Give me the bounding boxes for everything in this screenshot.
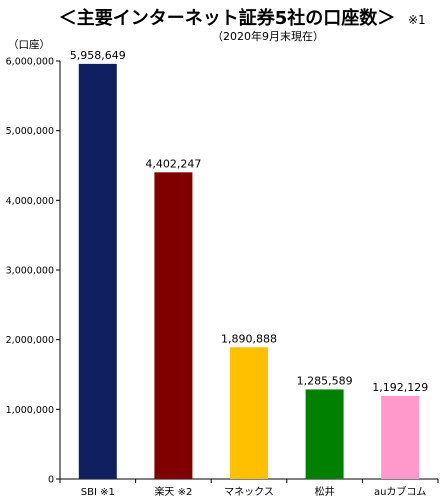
y-tick-label: 1,000,000 bbox=[6, 405, 54, 416]
chart-subtitle: （2020年9月末現在） bbox=[212, 29, 324, 43]
chart-title-note: ※1 bbox=[408, 13, 426, 27]
bar bbox=[154, 172, 193, 479]
bar bbox=[381, 395, 420, 479]
x-tick-label: 楽天 ※2 bbox=[154, 485, 192, 498]
y-axis-ticks: 0 1,000,000 2,000,000 3,000,000 4,000,000 5,0… bbox=[6, 57, 60, 486]
y-tick-label: 6,000,000 bbox=[6, 57, 54, 68]
data-label: 4,402,247 bbox=[145, 157, 201, 170]
y-tick-label: 4,000,000 bbox=[6, 196, 54, 207]
bars bbox=[78, 63, 420, 479]
x-tick-label: SBI ※1 bbox=[81, 487, 115, 498]
data-label: 1,285,589 bbox=[297, 374, 353, 387]
x-tick-label: auカブコム bbox=[374, 485, 426, 498]
bar bbox=[78, 63, 117, 479]
y-tick-label: 0 bbox=[48, 475, 54, 486]
x-axis-ticks: SBI ※1 楽天 ※2 マネックス 松井 auカブコム bbox=[59, 479, 439, 498]
data-label: 1,890,888 bbox=[221, 332, 277, 345]
x-tick-label: 松井 bbox=[315, 485, 335, 498]
y-tick-label: 3,000,000 bbox=[6, 266, 54, 277]
y-tick-label: 5,000,000 bbox=[6, 126, 54, 137]
data-labels: 5,958,649 4,402,247 1,890,888 1,285,589 1,19… bbox=[70, 49, 428, 394]
bar bbox=[230, 347, 268, 479]
y-axis-unit-label: （口座） bbox=[8, 38, 50, 51]
data-label: 5,958,649 bbox=[70, 49, 126, 62]
x-tick-label: マネックス bbox=[224, 486, 274, 498]
chart-title: ＜主要インターネット証券5社の口座数＞ bbox=[59, 7, 396, 29]
y-tick-label: 2,000,000 bbox=[6, 335, 54, 346]
data-label: 1,192,129 bbox=[372, 381, 428, 394]
bar bbox=[305, 389, 344, 479]
